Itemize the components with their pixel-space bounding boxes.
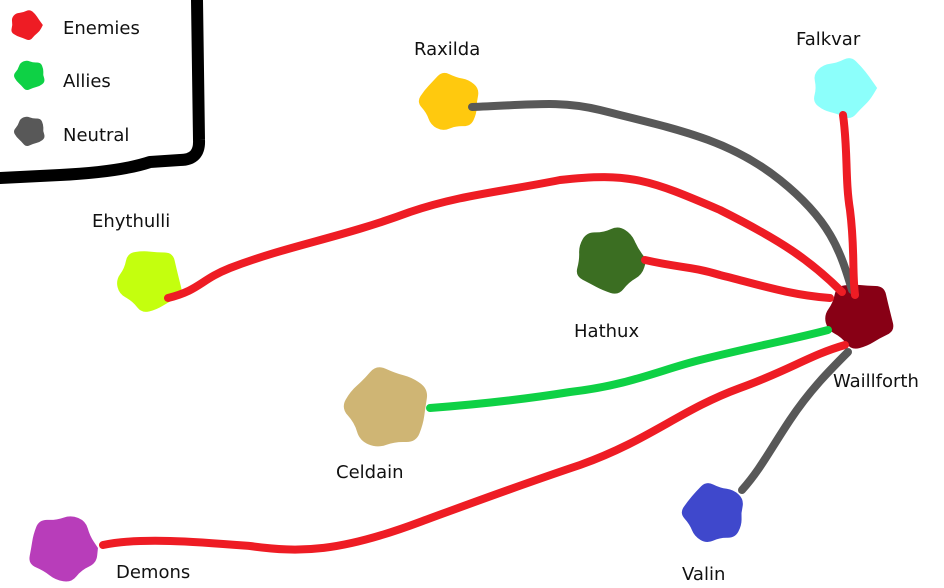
edge-falkvar-waillforth — [839, 111, 859, 299]
node-label-valin: Valin — [682, 564, 725, 585]
legend-swatch-allies — [14, 60, 45, 91]
edge-hathux-waillforth — [641, 256, 834, 302]
node-celdain: Celdain — [336, 367, 428, 483]
edge-celdain-waillforth — [426, 326, 832, 412]
node-blob-demons — [29, 516, 98, 582]
legend-label-enemies: Enemies — [63, 18, 140, 39]
edge-demons-waillforth — [99, 341, 849, 554]
nodes: Raxilda Falkvar Ehythulli Hathux Waillforth C… — [29, 29, 919, 585]
legend-swatch-enemies — [11, 10, 43, 41]
node-blob-raxilda — [418, 72, 479, 130]
node-label-falkvar: Falkvar — [796, 29, 861, 50]
edge-valin-waillforth — [738, 348, 852, 494]
node-blob-ehythulli — [117, 251, 182, 312]
node-hathux: Hathux — [574, 227, 647, 342]
node-falkvar: Falkvar — [796, 29, 878, 119]
node-label-demons: Demons — [116, 562, 190, 583]
node-blob-celdain — [343, 367, 428, 447]
edge-ehythulli-waillforth — [164, 173, 846, 302]
legend-border — [0, 0, 206, 184]
legend-label-neutral: Neutral — [63, 125, 129, 146]
node-demons: Demons — [29, 516, 190, 583]
node-blob-falkvar — [814, 58, 878, 119]
edge-raxilda-waillforth — [468, 100, 856, 294]
node-label-hathux: Hathux — [574, 321, 639, 342]
node-waillforth: Waillforth — [825, 284, 919, 392]
legend: Enemies Allies Neutral — [11, 10, 140, 147]
legend-label-allies: Allies — [63, 71, 111, 92]
node-valin: Valin — [681, 483, 743, 585]
node-label-waillforth: Waillforth — [833, 371, 919, 392]
node-raxilda: Raxilda — [414, 39, 480, 130]
node-label-ehythulli: Ehythulli — [92, 211, 170, 232]
node-blob-valin — [681, 483, 743, 542]
node-label-celdain: Celdain — [336, 462, 404, 483]
edges — [99, 100, 859, 554]
legend-frame — [0, 0, 206, 184]
node-label-raxilda: Raxilda — [414, 39, 480, 60]
legend-swatch-neutral — [14, 116, 45, 147]
node-blob-hathux — [576, 227, 647, 294]
node-blob-waillforth — [825, 284, 894, 349]
